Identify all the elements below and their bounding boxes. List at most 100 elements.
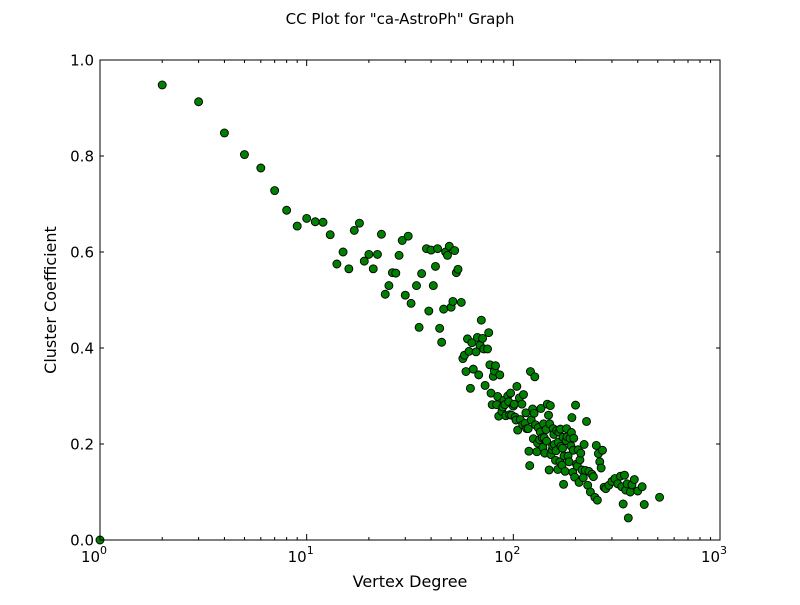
scatter-point bbox=[592, 495, 602, 505]
scatter-point bbox=[302, 213, 312, 223]
scatter-point bbox=[467, 338, 477, 348]
scatter-point bbox=[400, 290, 410, 300]
scatter-point bbox=[596, 463, 606, 473]
scatter-point bbox=[465, 383, 475, 393]
scatter-point bbox=[157, 80, 167, 90]
scatter-point bbox=[428, 281, 438, 291]
scatter-point bbox=[270, 186, 280, 196]
scatter-point bbox=[439, 304, 449, 314]
scatter-point bbox=[559, 479, 569, 489]
scatter-point bbox=[480, 380, 490, 390]
scatter-point bbox=[332, 259, 342, 269]
scatter-point bbox=[512, 381, 522, 391]
x-tick-label: 101 bbox=[288, 544, 314, 566]
scatter-point bbox=[523, 424, 533, 434]
scatter-point bbox=[437, 337, 447, 347]
y-tick-label: 0.8 bbox=[70, 148, 94, 166]
scatter-point bbox=[591, 440, 601, 450]
scatter-point bbox=[417, 269, 427, 279]
scatter-point bbox=[468, 364, 478, 374]
scatter-point bbox=[372, 249, 382, 259]
scatter-point bbox=[519, 390, 528, 400]
scatter-point bbox=[219, 128, 229, 138]
chart-title: CC Plot for "ca-AstroPh" Graph bbox=[285, 10, 515, 28]
scatter-point bbox=[364, 249, 374, 259]
scatter-point bbox=[384, 281, 394, 291]
scatter-point bbox=[506, 388, 516, 398]
scatter-point bbox=[380, 289, 390, 299]
x-tick-label: 102 bbox=[494, 544, 520, 566]
scatter-point bbox=[456, 297, 466, 307]
scatter-point bbox=[292, 221, 302, 231]
scatter-point bbox=[433, 244, 443, 254]
scatter-point bbox=[598, 445, 607, 455]
scatter-point bbox=[450, 246, 460, 256]
y-tick-label: 0.0 bbox=[70, 532, 94, 550]
x-tick-label: 100 bbox=[81, 544, 107, 566]
scatter-point bbox=[471, 347, 481, 357]
scatter-point bbox=[558, 443, 567, 453]
y-tick-label: 0.6 bbox=[70, 244, 94, 262]
scatter-point bbox=[567, 413, 577, 423]
scatter-point bbox=[368, 264, 378, 274]
scatter-point bbox=[240, 150, 249, 160]
scatter-point bbox=[542, 436, 552, 446]
scatter-point bbox=[338, 247, 348, 257]
scatter-point bbox=[453, 264, 463, 274]
scatter-point bbox=[564, 457, 574, 467]
scatter-point bbox=[376, 229, 386, 239]
scatter-point bbox=[412, 281, 421, 291]
scatter-point bbox=[448, 296, 458, 306]
scatter-point bbox=[655, 492, 665, 502]
scatter-point bbox=[431, 261, 440, 271]
plot-frame bbox=[99, 59, 721, 541]
scatter-point bbox=[529, 408, 539, 418]
scatter-point bbox=[194, 97, 204, 107]
scatter-point bbox=[478, 333, 488, 343]
scatter-point bbox=[629, 475, 639, 484]
scatter-point bbox=[588, 472, 598, 482]
scatter-point bbox=[618, 499, 628, 509]
scatter-point bbox=[620, 470, 629, 480]
scatter-point bbox=[560, 466, 570, 476]
scatter-point bbox=[476, 315, 486, 325]
scatter-point bbox=[571, 400, 580, 410]
scatter-point bbox=[524, 446, 534, 456]
scatter-point bbox=[391, 268, 401, 278]
scatter-point bbox=[354, 218, 364, 228]
scatter-point bbox=[625, 487, 635, 497]
scatter-point bbox=[639, 500, 649, 509]
scatter-point bbox=[318, 217, 328, 227]
scatter-point bbox=[545, 401, 555, 411]
scatter-point bbox=[623, 513, 633, 523]
scatter-point bbox=[582, 416, 591, 426]
scatter-point bbox=[359, 256, 369, 266]
scatter-point bbox=[349, 225, 359, 235]
scatter-point bbox=[325, 230, 335, 240]
data-points bbox=[95, 80, 665, 545]
scatter-point bbox=[569, 433, 579, 443]
scatter-point bbox=[282, 205, 292, 215]
scatter-point bbox=[414, 322, 424, 332]
scatter-point bbox=[403, 231, 413, 241]
scatter-point bbox=[424, 306, 434, 316]
scatter-point bbox=[344, 264, 354, 274]
scatter-point bbox=[484, 328, 494, 338]
scatter-point bbox=[474, 370, 484, 380]
y-tick-label: 0.4 bbox=[70, 340, 94, 358]
scatter-point bbox=[544, 410, 553, 420]
scatter-point bbox=[491, 361, 500, 371]
scatter-point bbox=[637, 482, 647, 492]
scatter-point bbox=[495, 370, 505, 380]
scatter-point bbox=[536, 404, 546, 413]
scatter-point bbox=[530, 372, 540, 382]
x-tick-label: 103 bbox=[701, 544, 727, 566]
scatter-point bbox=[461, 367, 471, 376]
scatter-point bbox=[310, 217, 320, 227]
x-axis-label: Vertex Degree bbox=[353, 572, 468, 591]
scatter-point bbox=[483, 344, 492, 354]
scatter-point bbox=[517, 399, 527, 409]
scatter-point bbox=[394, 250, 404, 260]
